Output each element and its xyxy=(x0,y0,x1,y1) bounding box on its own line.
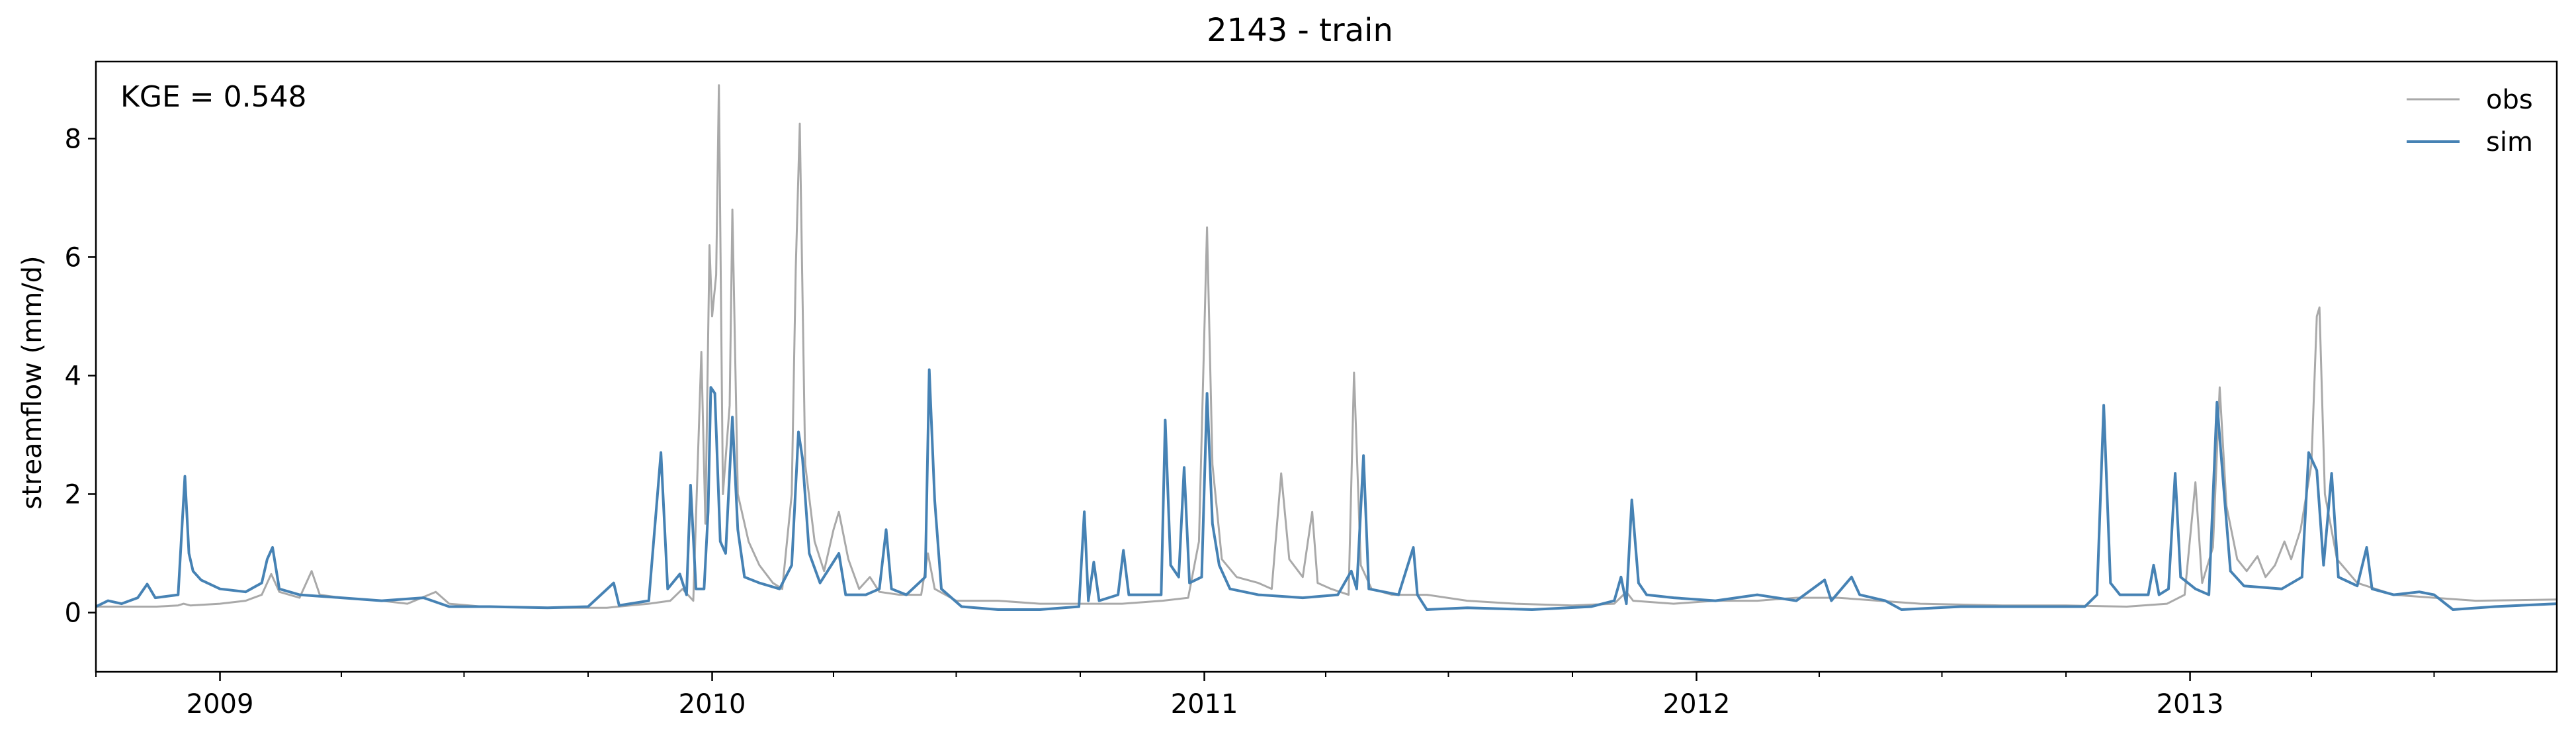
x-tick-label: 2011 xyxy=(1171,689,1238,719)
legend: obs sim xyxy=(2407,85,2533,158)
legend-label-sim: sim xyxy=(2486,127,2533,158)
y-tick-label: 6 xyxy=(65,242,81,273)
y-tick-label: 2 xyxy=(65,479,81,510)
series-line-sim xyxy=(95,368,2557,611)
x-tick-label: 2009 xyxy=(187,689,254,719)
legend-label-obs: obs xyxy=(2486,85,2533,115)
plot-area: 0 2 4 6 8 2009 2010 2011 2012 2013 xyxy=(65,60,2558,719)
plot-frame xyxy=(95,60,2558,673)
series-layer xyxy=(95,84,2557,611)
x-tick-label: 2010 xyxy=(679,689,746,719)
y-tick-label: 8 xyxy=(65,124,81,154)
x-tick-label: 2013 xyxy=(2157,689,2224,719)
y-axis-label: streamflow (mm/d) xyxy=(17,255,48,509)
chart-title: 2143 - train xyxy=(1207,12,1393,49)
y-tick-label: 4 xyxy=(65,361,81,391)
y-tick-label: 0 xyxy=(65,598,81,628)
axes-layer: 0 2 4 6 8 2009 2010 2011 2012 2013 xyxy=(65,60,2558,719)
kge-annotation: KGE = 0.548 xyxy=(120,80,307,114)
x-tick-label: 2012 xyxy=(1663,689,1731,719)
